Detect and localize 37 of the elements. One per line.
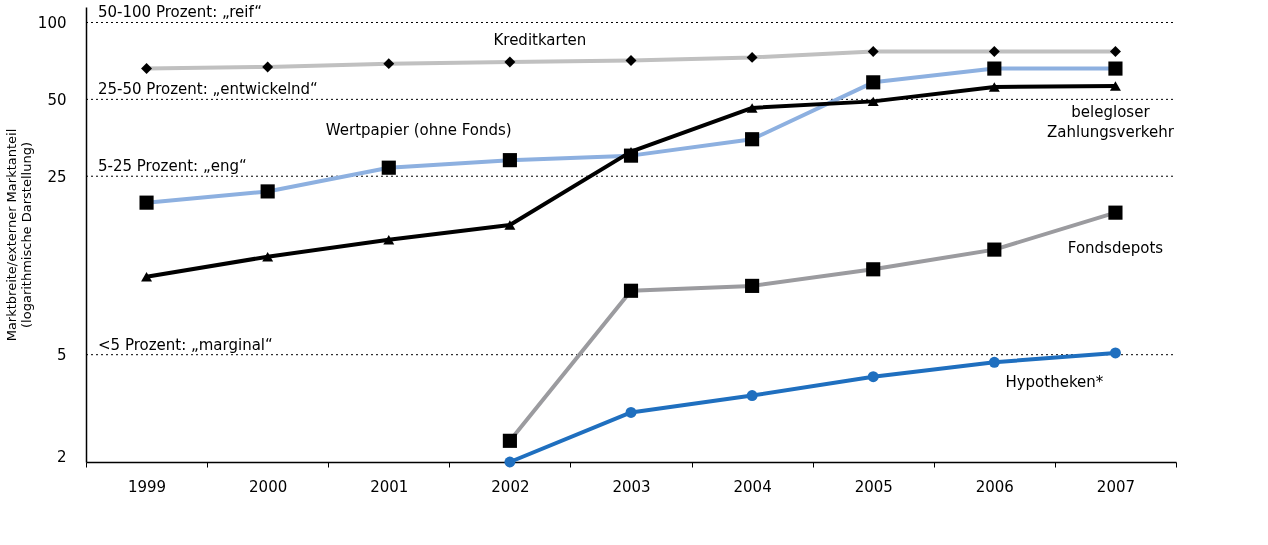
point [988, 82, 1000, 92]
ref-line-label: 50-100 Prozent: „reif“ [98, 3, 263, 22]
x-tick-label: 2002 [491, 477, 530, 496]
point [1109, 347, 1121, 359]
x-tick-label: 2007 [1096, 477, 1136, 496]
x-tick-label: 2001 [370, 477, 409, 496]
point [504, 220, 516, 230]
point [383, 234, 395, 245]
point [504, 456, 516, 468]
ref-line-label: 5-25 Prozent: „eng“ [98, 157, 247, 176]
point [625, 407, 637, 418]
series-label: Hypotheken* [1005, 373, 1104, 392]
point [1109, 81, 1121, 91]
point [988, 356, 1000, 368]
point [867, 96, 879, 107]
point [746, 103, 758, 113]
series-label: Wertpapier (ohne Fonds) [325, 120, 512, 139]
x-tick-label: 1999 [127, 477, 167, 496]
series-label: Kreditkarten [493, 31, 587, 50]
point [867, 371, 879, 383]
point [746, 390, 758, 401]
x-tick-label: 2004 [733, 477, 772, 496]
y-tick-label: 50 [47, 90, 67, 109]
x-tick-label: 2006 [975, 477, 1014, 496]
x-tick-label: 2005 [854, 477, 893, 496]
y-tick-label: 5 [56, 346, 67, 365]
point [262, 251, 274, 262]
y-axis-title: Marktbreite/externer Marktanteil (logarithmische Darstellung) [3, 128, 34, 342]
series-label: Fondsdepots [1067, 238, 1164, 257]
y-tick-label: 100 [37, 14, 67, 32]
y-tick-label: 25 [47, 167, 67, 186]
y-tick-label: 2 [56, 447, 67, 466]
series-label: belegloser Zahlungsverkehr [1047, 103, 1175, 142]
x-tick-label: 2003 [612, 477, 651, 496]
x-tick-label: 2000 [249, 477, 288, 496]
ref-line-label: 25-50 Prozent: „entwickelnd“ [98, 80, 318, 99]
ref-line-label: <5 Prozent: „marginal“ [98, 335, 273, 354]
